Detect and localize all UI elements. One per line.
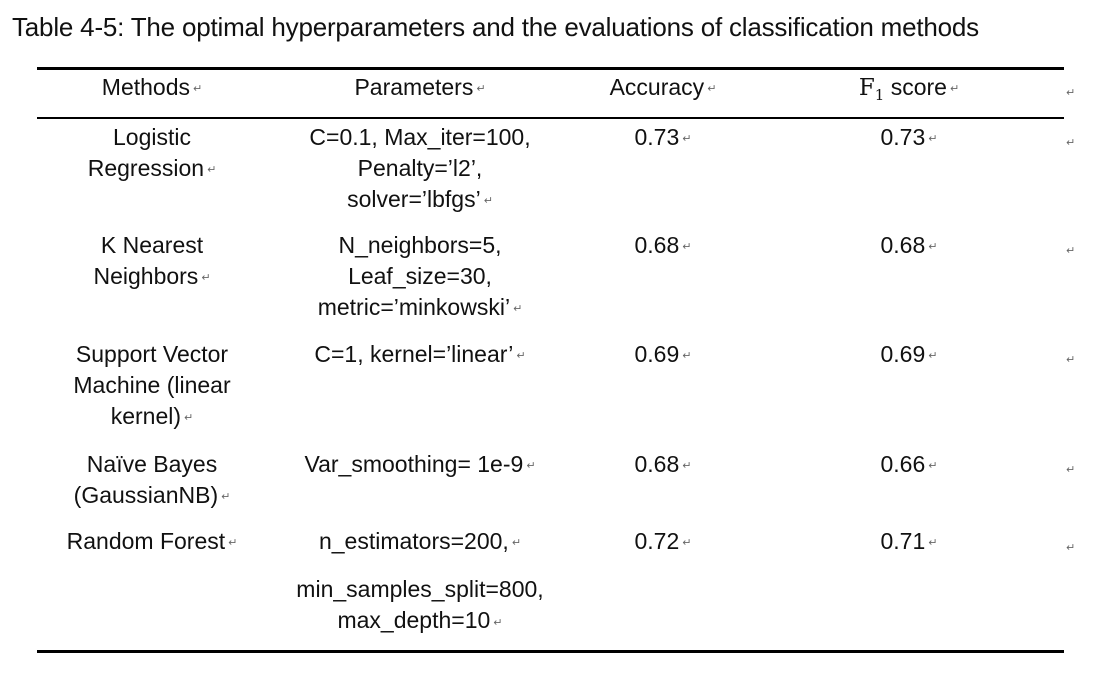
paragraph-mark: ↵ — [928, 132, 938, 146]
row-3-params: C=1, kernel=’linear’ ↵ — [272, 339, 568, 371]
paragraph-mark: ↵ — [928, 240, 938, 254]
row-end-mark: ↵ — [1066, 353, 1076, 366]
paragraph-mark: ↵ — [949, 82, 960, 96]
header-methods: Methods ↵ — [52, 72, 252, 104]
row-end-mark: ↵ — [1066, 541, 1076, 554]
paragraph-mark: ↵ — [682, 240, 692, 254]
row-4-accuracy: 0.68 ↵ — [590, 449, 736, 481]
row-3-f1: 0.69 ↵ — [836, 339, 982, 371]
table-caption: Table 4-5: The optimal hyperparameters a… — [12, 12, 979, 42]
paragraph-mark: ↵ — [184, 411, 194, 425]
paragraph-mark: ↵ — [928, 349, 938, 363]
row-4-method: Naïve Bayes (GaussianNB) ↵ — [52, 449, 252, 512]
row-1-method: Logistic Regression ↵ — [52, 122, 252, 185]
paragraph-mark: ↵ — [682, 536, 692, 550]
row-5-f1: 0.71 ↵ — [836, 526, 982, 558]
header-f1-score: F1 score ↵ — [858, 74, 960, 104]
header-accuracy: Accuracy ↵ — [590, 72, 736, 104]
paragraph-mark: ↵ — [682, 132, 692, 146]
paragraph-mark: ↵ — [228, 536, 238, 550]
row-end-mark: ↵ — [1066, 86, 1076, 99]
row-5-accuracy: 0.72 ↵ — [590, 526, 736, 558]
row-end-mark: ↵ — [1066, 136, 1076, 149]
row-1-f1: 0.73 ↵ — [836, 122, 982, 154]
row-1-accuracy: 0.73 ↵ — [590, 122, 736, 154]
paragraph-mark: ↵ — [526, 459, 536, 473]
paragraph-mark: ↵ — [513, 302, 523, 316]
paragraph-mark: ↵ — [493, 615, 503, 629]
paragraph-mark: ↵ — [928, 536, 938, 550]
row-5-method: Random Forest ↵ — [52, 526, 252, 558]
row-end-mark: ↵ — [1066, 244, 1076, 257]
row-3-accuracy: 0.69 ↵ — [590, 339, 736, 371]
row-3-method: Support Vector Machine (linear kernel) ↵ — [52, 339, 252, 433]
paragraph-mark: ↵ — [483, 194, 493, 208]
paragraph-mark: ↵ — [928, 459, 938, 473]
row-1-params: C=0.1, Max_iter=100, Penalty=’l2’, solve… — [272, 122, 568, 216]
paragraph-mark: ↵ — [201, 271, 211, 285]
row-2-params: N_neighbors=5, Leaf_size=30, metric=’min… — [272, 230, 568, 324]
row-4-params: Var_smoothing= 1e-9 ↵ — [272, 449, 568, 481]
row-2-f1: 0.68 ↵ — [836, 230, 982, 262]
paragraph-mark: ↵ — [476, 82, 486, 96]
header-parameters: Parameters ↵ — [272, 72, 568, 104]
paragraph-mark: ↵ — [207, 163, 217, 177]
row-5-params: n_estimators=200, ↵ min_samples_split=800… — [272, 526, 568, 638]
paragraph-mark: ↵ — [221, 490, 231, 504]
table-top-rule — [37, 67, 1064, 70]
paragraph-mark: ↵ — [682, 349, 692, 363]
table-bottom-rule — [37, 650, 1064, 653]
paragraph-mark: ↵ — [707, 82, 717, 96]
row-4-f1: 0.66 ↵ — [836, 449, 982, 481]
paragraph-mark: ↵ — [511, 536, 522, 550]
table-header-rule — [37, 117, 1064, 119]
paragraph-mark: ↵ — [682, 459, 692, 473]
paragraph-mark: ↵ — [193, 82, 203, 96]
row-end-mark: ↵ — [1066, 463, 1076, 476]
row-2-method: K Nearest Neighbors ↵ — [52, 230, 252, 293]
row-2-accuracy: 0.68 ↵ — [590, 230, 736, 262]
paragraph-mark: ↵ — [516, 349, 526, 363]
